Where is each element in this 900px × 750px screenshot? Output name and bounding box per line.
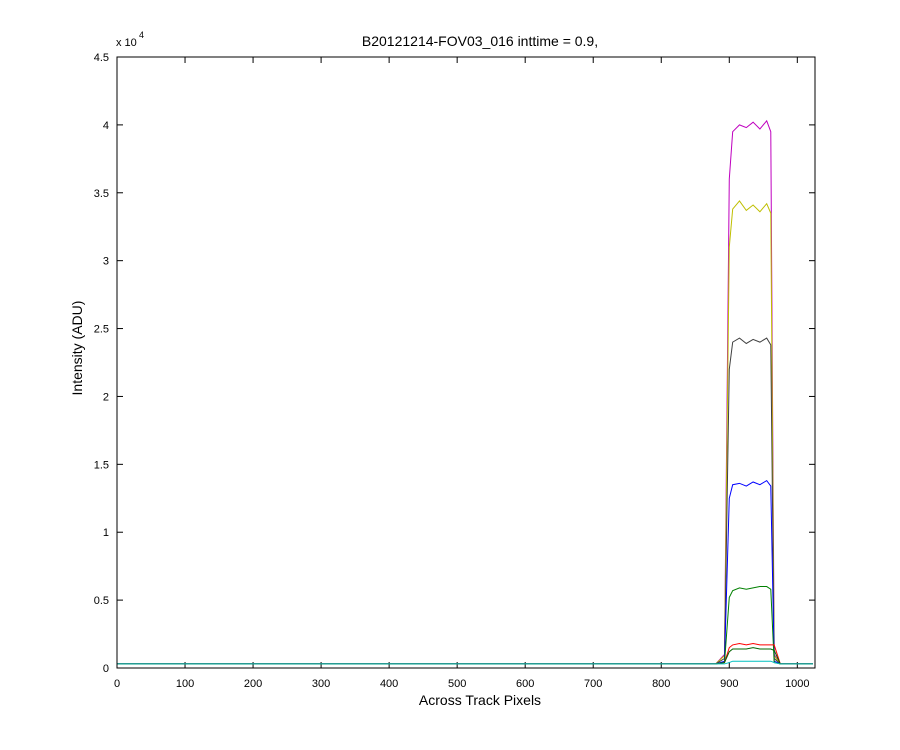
- x-tick-label: 100: [176, 678, 194, 690]
- x-tick-label: 200: [244, 678, 262, 690]
- series-line: [117, 660, 813, 665]
- y-exponent: 4: [139, 30, 144, 40]
- y-tick-label: 0.5: [94, 595, 109, 607]
- y-tick-label: 4.5: [94, 52, 109, 64]
- y-tick-label: 3.5: [94, 188, 109, 200]
- x-tick-label: 700: [584, 678, 602, 690]
- x-tick-label: 0: [114, 678, 120, 690]
- x-tick-label: 400: [380, 678, 398, 690]
- x-axis-label: Across Track Pixels: [419, 692, 541, 708]
- x-tick-label: 600: [516, 678, 534, 690]
- y-tick-label: 3: [103, 256, 109, 268]
- x-tick-label: 500: [448, 678, 466, 690]
- x-tick-label: 900: [720, 678, 738, 690]
- x-tick-label: 1000: [785, 678, 809, 690]
- y-tick-label: 1: [103, 527, 109, 539]
- y-tick-label: 1.5: [94, 459, 109, 471]
- y-tick-label: 2: [103, 391, 109, 403]
- x-tick-label: 800: [652, 678, 670, 690]
- chart-title: B20121214-FOV03_016 inttime = 0.9,: [362, 33, 598, 49]
- y-tick-label: 2.5: [94, 324, 109, 336]
- y-tick-label: 0: [103, 663, 109, 675]
- plot-frame: [116, 56, 816, 669]
- y-axis-label: Intensity (ADU): [69, 301, 85, 396]
- y-tick-label: 4: [103, 120, 109, 132]
- x-tick-label: 300: [312, 678, 330, 690]
- y-multiplier: x 10: [116, 37, 137, 49]
